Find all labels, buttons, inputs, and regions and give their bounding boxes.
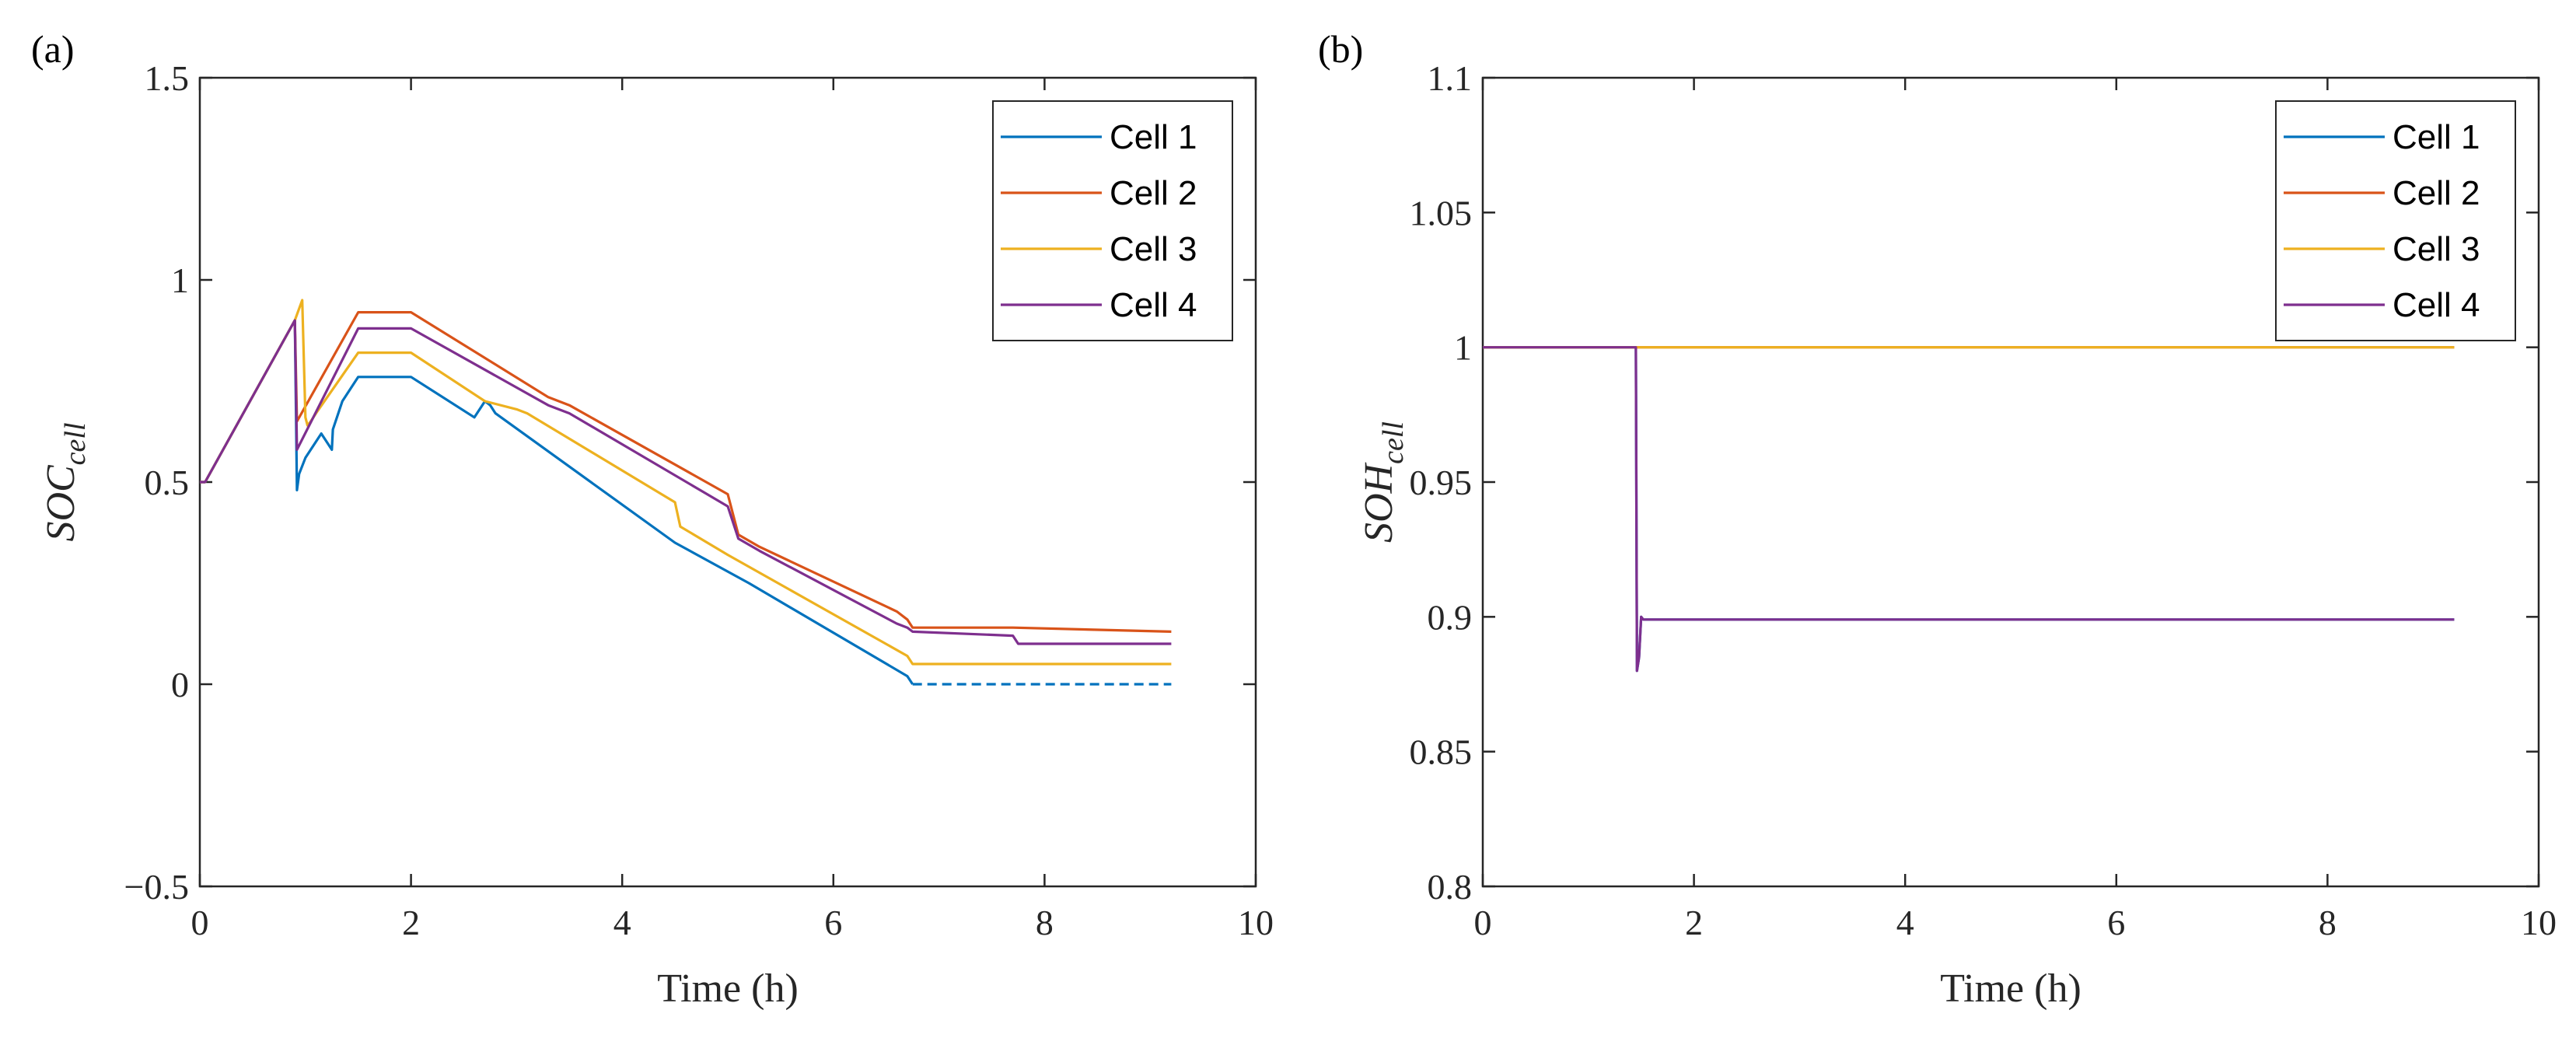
- legend-label: Cell 4: [2392, 286, 2480, 324]
- x-tick-label: 10: [2521, 903, 2557, 942]
- legend-label: Cell 1: [1110, 118, 1197, 156]
- y-axis-label: SOCcell: [39, 422, 92, 541]
- y-tick-label: 1.1: [1428, 58, 1473, 98]
- y-tick-label: 0.9: [1428, 597, 1473, 637]
- legend: Cell 1 Cell 2 Cell 3 Cell 4: [992, 100, 1233, 341]
- y-tick-label: −0.5: [124, 867, 189, 907]
- legend-label: Cell 2: [2392, 174, 2480, 212]
- x-tick-label: 4: [1896, 903, 1914, 942]
- x-tick-label: 8: [1036, 903, 1054, 942]
- series-group: [1483, 346, 2455, 673]
- y-tick-label: 1.5: [145, 58, 190, 98]
- legend-box: [992, 100, 1233, 341]
- y-tick-label: 1.05: [1410, 193, 1473, 232]
- y-tick-label: 1: [171, 260, 189, 300]
- y-tick-label: 1: [1454, 328, 1472, 368]
- y-axis-label: SOHcell: [1357, 421, 1410, 543]
- x-axis-label: Time (h): [1940, 966, 2081, 1011]
- x-axis-label: Time (h): [657, 966, 799, 1011]
- series-line-cell-4: [200, 319, 1172, 645]
- y-tick-label: 0: [171, 665, 189, 704]
- x-tick-label: 6: [2107, 903, 2125, 942]
- x-tick-label: 0: [1474, 903, 1492, 942]
- y-tick-label: 0.85: [1410, 732, 1473, 772]
- x-tick-label: 2: [402, 903, 420, 942]
- legend-box: [2275, 100, 2516, 341]
- x-tick-label: 6: [824, 903, 842, 942]
- legend-label: Cell 2: [1110, 174, 1197, 212]
- x-tick-label: 0: [191, 903, 209, 942]
- y-axis-label-main: SOH: [1357, 462, 1401, 543]
- y-axis-label-subscript: cell: [1377, 421, 1410, 464]
- legend: Cell 1 Cell 2 Cell 3 Cell 4: [2275, 100, 2516, 341]
- panel-label: (a): [31, 27, 75, 71]
- x-tick-label: 8: [2319, 903, 2337, 942]
- y-tick-label: 0.95: [1410, 463, 1473, 502]
- x-tick-label: 2: [1685, 903, 1703, 942]
- series-line-cell-1: [200, 319, 914, 685]
- y-tick-label: 0.5: [145, 463, 190, 502]
- x-tick-label: 10: [1238, 903, 1274, 942]
- x-tick-label: 4: [613, 903, 631, 942]
- legend-label: Cell 1: [2392, 118, 2480, 156]
- legend-label: Cell 3: [1110, 230, 1197, 268]
- y-tick-label: 0.8: [1428, 867, 1473, 907]
- series-line-cell-3: [200, 299, 1172, 666]
- y-axis-label-main: SOC: [39, 464, 83, 542]
- series-line-cell-4: [1483, 346, 2455, 673]
- series-group: [200, 299, 1172, 686]
- chart-panel-b: 0 2 4 6 8 10 0.8 0.85 0.9 0.95 1 1.05 1.1 Time (h) SOH…: [1318, 27, 2557, 1011]
- legend-label: Cell 3: [2392, 230, 2480, 268]
- legend-label: Cell 4: [1110, 286, 1197, 324]
- y-axis-label-subscript: cell: [59, 422, 92, 465]
- panel-label: (b): [1318, 27, 1363, 71]
